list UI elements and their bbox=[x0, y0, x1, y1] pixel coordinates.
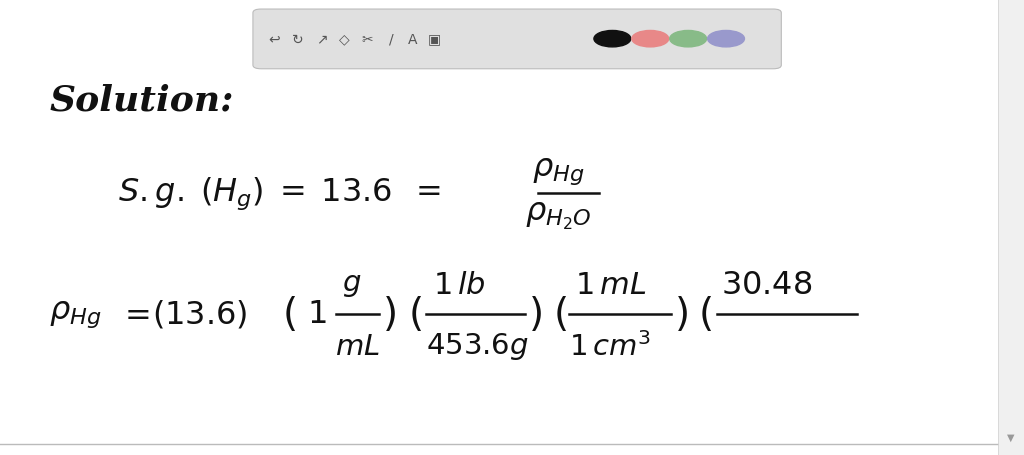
Text: ▣: ▣ bbox=[428, 33, 440, 46]
Text: $($: $($ bbox=[698, 294, 713, 334]
Circle shape bbox=[632, 31, 669, 48]
Text: $\rho_{Hg}$: $\rho_{Hg}$ bbox=[49, 298, 101, 329]
Text: $1\,mL$: $1\,mL$ bbox=[575, 269, 647, 300]
Text: $30.48$: $30.48$ bbox=[721, 269, 812, 300]
Text: ▼: ▼ bbox=[1008, 432, 1015, 442]
Text: ◇: ◇ bbox=[339, 33, 349, 46]
Text: $453.6g$: $453.6g$ bbox=[426, 330, 528, 361]
Text: ↻: ↻ bbox=[292, 33, 304, 46]
Text: $($: $($ bbox=[553, 294, 567, 334]
Text: $=$: $=$ bbox=[118, 298, 150, 329]
Text: $g$: $g$ bbox=[342, 270, 361, 298]
Circle shape bbox=[594, 31, 631, 48]
Text: $)$: $)$ bbox=[382, 294, 395, 334]
Text: ✂: ✂ bbox=[361, 33, 374, 46]
Text: ↩: ↩ bbox=[268, 33, 281, 46]
Text: A: A bbox=[408, 33, 418, 46]
Text: $1\,cm^3$: $1\,cm^3$ bbox=[569, 331, 651, 361]
Text: $($: $($ bbox=[408, 294, 422, 334]
Text: $($: $($ bbox=[282, 294, 296, 334]
Text: ↗: ↗ bbox=[315, 33, 328, 46]
Text: $\rho_{Hg}$: $\rho_{Hg}$ bbox=[531, 155, 585, 186]
Text: $)$: $)$ bbox=[528, 294, 542, 334]
Text: $1\,lb$: $1\,lb$ bbox=[433, 269, 486, 300]
Text: $)$: $)$ bbox=[674, 294, 687, 334]
Text: Solution:: Solution: bbox=[49, 83, 233, 117]
Text: $\rho_{H_2O}$: $\rho_{H_2O}$ bbox=[525, 201, 591, 232]
FancyBboxPatch shape bbox=[998, 0, 1024, 455]
Text: $mL$: $mL$ bbox=[335, 332, 380, 360]
Text: $1$: $1$ bbox=[307, 298, 327, 329]
Text: $S.g.\;(H_g)\;=\;13.6\;\;=$: $S.g.\;(H_g)\;=\;13.6\;\;=$ bbox=[118, 175, 440, 212]
Text: /: / bbox=[389, 33, 393, 46]
Circle shape bbox=[670, 31, 707, 48]
Circle shape bbox=[708, 31, 744, 48]
FancyBboxPatch shape bbox=[253, 10, 781, 70]
Text: $(13.6)$: $(13.6)$ bbox=[152, 298, 247, 330]
